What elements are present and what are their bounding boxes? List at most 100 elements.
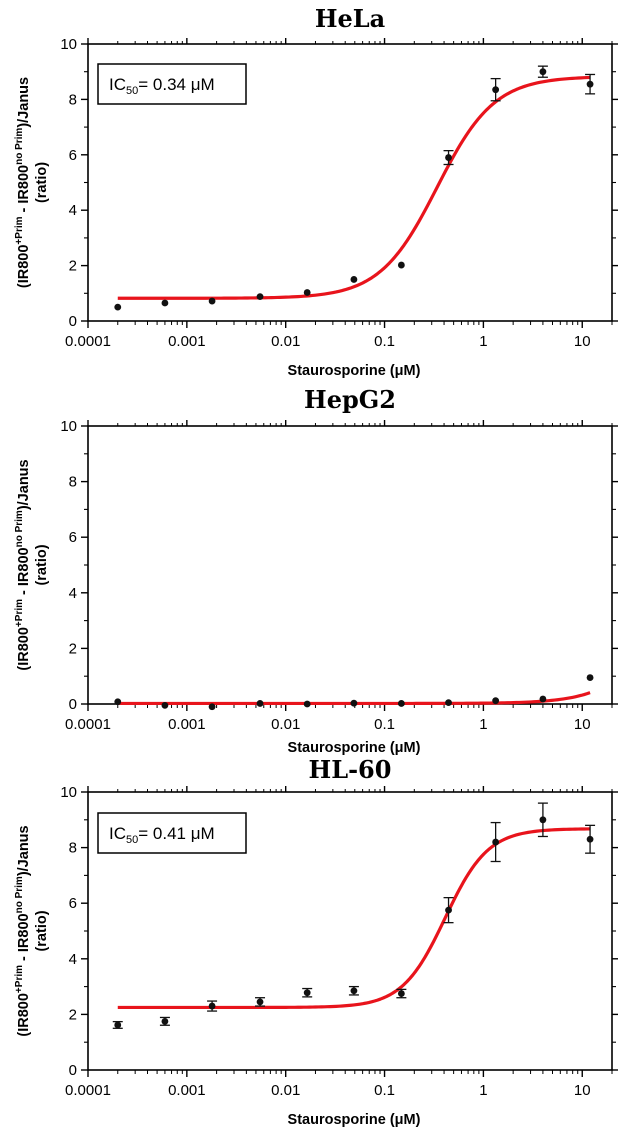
x-tick-label: 0.001 xyxy=(168,716,206,733)
data-point xyxy=(445,699,452,707)
data-point xyxy=(492,838,500,846)
y-axis-label: (IR800+Prim - IR800no Prim)/Janus(ratio) xyxy=(14,77,50,288)
y-label-superscript: +Prim xyxy=(14,965,25,993)
ic50-text: IC50= 0.41 μM xyxy=(109,824,215,846)
y-axis-label-line2: (ratio) xyxy=(34,544,50,585)
x-tick-label: 0.01 xyxy=(271,716,300,733)
x-tick-label: 0.0001 xyxy=(65,1082,111,1099)
y-tick-label: 4 xyxy=(69,585,77,602)
x-tick-label: 1 xyxy=(479,333,487,350)
ic50-annotation: IC50= 0.34 μM xyxy=(97,63,247,105)
chart-panel-hela: HeLa 0 2 4 6 8 10 0.0001 0.001 0.01 0.1 1 10 Staurosp… xyxy=(14,4,618,379)
ic50-subscript: 50 xyxy=(126,834,138,846)
data-point xyxy=(303,700,311,708)
y-label-text: (IR800 xyxy=(16,993,32,1037)
x-tick-label: 10 xyxy=(574,333,591,350)
data-point xyxy=(114,1021,122,1029)
plot-frame xyxy=(87,425,613,705)
y-tick-label: 6 xyxy=(69,895,77,912)
data-point xyxy=(208,703,216,711)
fit-curve xyxy=(117,75,591,300)
y-label-superscript: no Prim xyxy=(14,876,25,913)
y-label-superscript: +Prim xyxy=(14,216,25,244)
data-point xyxy=(445,906,452,914)
ic50-prefix: IC xyxy=(109,75,126,94)
x-tick-label: 0.1 xyxy=(374,1082,395,1099)
y-tick-label: 2 xyxy=(69,1006,77,1023)
data-point xyxy=(586,80,594,88)
data-point xyxy=(350,699,358,707)
x-axis-label: Staurosporine (μM) xyxy=(288,1112,421,1128)
chart-title: HeLa xyxy=(315,4,385,33)
x-tick-label: 10 xyxy=(574,716,591,733)
x-tick-label: 1 xyxy=(479,716,487,733)
x-tick-label: 0.001 xyxy=(168,1082,206,1099)
y-tick-label: 4 xyxy=(69,202,77,219)
data-point xyxy=(397,261,405,269)
data-point xyxy=(303,989,311,997)
ic50-value: = 0.41 μM xyxy=(138,824,214,843)
data-point xyxy=(256,293,264,301)
x-tick-label: 0.01 xyxy=(271,1082,300,1099)
y-label-text: )/Janus xyxy=(16,77,32,128)
y-tick-label: 8 xyxy=(69,840,77,857)
data-point xyxy=(539,68,547,76)
ic50-prefix: IC xyxy=(109,824,126,843)
data-point xyxy=(539,695,547,703)
y-label-superscript: no Prim xyxy=(14,128,25,165)
ic50-annotation: IC50= 0.41 μM xyxy=(97,812,247,854)
data-point xyxy=(350,987,358,995)
y-axis-label-line2: (ratio) xyxy=(34,910,50,951)
y-axis-label-line1: (IR800+Prim - IR800no Prim)/Janus xyxy=(14,825,32,1036)
data-point xyxy=(303,289,311,296)
y-tick-label: 10 xyxy=(60,36,77,53)
y-tick-label: 2 xyxy=(69,258,77,275)
x-axis-label: Staurosporine (μM) xyxy=(288,363,421,379)
ic50-box xyxy=(97,812,247,854)
x-axis-label: Staurosporine (μM) xyxy=(288,740,421,756)
data-point xyxy=(256,700,264,707)
ic50-subscript: 50 xyxy=(126,85,138,97)
chart-panel-hl-60: HL-60 0 2 4 6 8 10 0.0001 0.001 0.01 0.1 1 10 Stauros… xyxy=(14,755,618,1128)
y-label-text: )/Janus xyxy=(16,825,32,876)
data-point xyxy=(161,701,169,709)
data-point xyxy=(161,299,169,307)
y-tick-label: 8 xyxy=(69,91,77,108)
data-point xyxy=(445,154,452,161)
data-point xyxy=(114,303,122,311)
y-tick-label: 0 xyxy=(69,696,77,713)
data-point xyxy=(350,276,358,283)
data-point xyxy=(492,86,500,94)
data-point xyxy=(492,697,500,705)
y-axis-label: (IR800+Prim - IR800no Prim)/Janus(ratio) xyxy=(14,459,50,670)
ic50-value: = 0.34 μM xyxy=(138,75,214,94)
fit-curve xyxy=(117,827,591,1010)
y-tick-label: 6 xyxy=(69,147,77,164)
x-tick-label: 1 xyxy=(479,1082,487,1099)
y-tick-label: 0 xyxy=(69,313,77,330)
chart-title: HepG2 xyxy=(304,385,396,414)
y-axis-label-line2: (ratio) xyxy=(34,162,50,203)
y-label-text: - IR800 xyxy=(16,913,32,965)
y-tick-label: 10 xyxy=(60,784,77,801)
data-point xyxy=(208,297,216,305)
y-label-text: - IR800 xyxy=(16,547,32,599)
y-axis-label-line1: (IR800+Prim - IR800no Prim)/Janus xyxy=(14,459,32,670)
x-tick-label: 0.1 xyxy=(374,716,395,733)
x-tick-label: 10 xyxy=(574,1082,591,1099)
x-tick-label: 0.001 xyxy=(168,333,206,350)
y-tick-label: 6 xyxy=(69,529,77,546)
y-label-superscript: +Prim xyxy=(14,599,25,627)
data-point xyxy=(397,990,405,997)
y-label-text: (IR800 xyxy=(16,245,32,289)
x-tick-label: 0.0001 xyxy=(65,333,111,350)
data-point xyxy=(256,998,264,1006)
y-label-text: (IR800 xyxy=(16,627,32,671)
data-point xyxy=(161,1017,169,1025)
y-label-text: - IR800 xyxy=(16,165,32,217)
y-axis-label-line1: (IR800+Prim - IR800no Prim)/Janus xyxy=(14,77,32,288)
ic50-text: IC50= 0.34 μM xyxy=(109,75,215,97)
y-tick-label: 0 xyxy=(69,1062,77,1079)
chart-panel-hepg2: HepG2 0 2 4 6 8 10 0.0001 0.001 0.01 0.1 1 10 Stauros… xyxy=(14,385,618,756)
ic50-box xyxy=(97,63,247,105)
